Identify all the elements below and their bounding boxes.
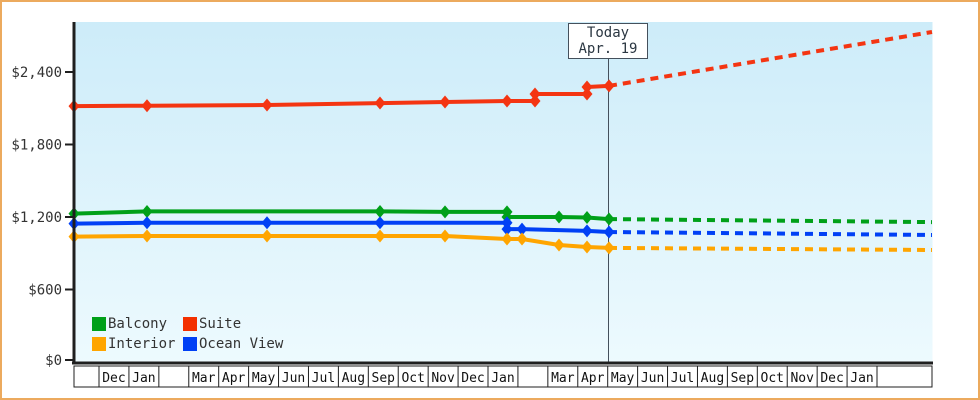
month-label: Dec <box>461 371 484 386</box>
balcony-data-point-marker <box>439 205 451 219</box>
legend: Balcony Suite Interior Ocean View <box>92 314 283 354</box>
interior-projection-line <box>608 245 933 252</box>
month-label: Aug <box>342 371 365 386</box>
suite-color-swatch-icon <box>183 317 197 331</box>
legend-label: Interior <box>108 336 176 352</box>
legend-item-balcony: Balcony <box>92 314 183 334</box>
y-axis-tick-label: $2,400 <box>11 65 62 81</box>
suite-data-point-marker <box>501 94 513 108</box>
month-label: Apr <box>222 371 246 386</box>
balcony-data-point-marker <box>581 210 593 224</box>
ocean-view-data-point-marker <box>516 222 528 236</box>
month-label: Sep <box>731 371 755 386</box>
interior-data-point-marker <box>603 241 615 255</box>
legend-label: Suite <box>199 316 242 332</box>
month-label: Mar <box>551 371 575 386</box>
interior-data-point-marker <box>553 238 565 252</box>
suite-data-point-marker <box>529 87 541 101</box>
suite-data-point-marker <box>581 80 593 94</box>
month-label: Dec <box>820 371 843 386</box>
interior-data-point-marker <box>581 240 593 254</box>
ocean-view-color-swatch-icon <box>183 337 197 351</box>
month-label: Mar <box>192 371 216 386</box>
ocean-view-data-point-marker <box>501 222 513 236</box>
suite-data-point-marker <box>529 94 541 108</box>
legend-label: Ocean View <box>199 336 284 352</box>
legend-item-suite: Suite <box>183 314 283 334</box>
suite-data-point-marker <box>581 87 593 101</box>
today-label: Today <box>586 25 630 41</box>
interior-data-point-marker <box>261 229 273 243</box>
interior-data-point-marker <box>141 229 153 243</box>
suite-data-point-marker <box>439 95 451 109</box>
interior-data-point-marker <box>374 229 386 243</box>
ocean-view-projection-line <box>608 230 933 237</box>
month-label: Dec <box>102 371 125 386</box>
balcony-data-point-marker <box>374 204 386 218</box>
ocean-view-data-point-marker <box>603 225 615 239</box>
month-label: Jan <box>491 371 514 386</box>
interior-data-point-marker <box>516 232 528 246</box>
month-label: Jan <box>850 371 873 386</box>
today-marker-box: Today Apr. 19 <box>568 23 648 59</box>
y-axis-tick-label: $1,800 <box>11 138 62 154</box>
interior-price-line <box>73 234 610 250</box>
balcony-data-point-marker <box>603 212 615 226</box>
month-axis-row <box>73 365 933 388</box>
month-label: Sep <box>372 371 396 386</box>
month-label: Oct <box>761 371 784 386</box>
suite-data-point-marker <box>261 98 273 112</box>
plot-area <box>75 22 933 362</box>
suite-data-point-marker <box>141 99 153 113</box>
interior-color-swatch-icon <box>92 337 106 351</box>
interior-data-point-marker <box>501 232 513 246</box>
legend-item-interior: Interior <box>92 334 183 354</box>
month-label: Jun <box>282 371 305 386</box>
month-label: May <box>611 371 635 386</box>
ocean-view-data-point-marker <box>141 216 153 230</box>
balcony-data-point-marker <box>553 210 565 224</box>
legend-item-ocean-view: Ocean View <box>183 334 283 354</box>
today-date: Apr. 19 <box>578 41 638 57</box>
suite-data-point-marker <box>374 96 386 110</box>
month-label: Aug <box>701 371 724 386</box>
month-label: Apr <box>581 371 605 386</box>
balcony-projection-line <box>608 217 933 225</box>
month-label: Jun <box>641 371 664 386</box>
month-label: Nov <box>431 371 455 386</box>
month-label: May <box>252 371 276 386</box>
y-axis-tick-label: $1,200 <box>11 210 62 226</box>
interior-data-point-marker <box>439 229 451 243</box>
ocean-view-data-point-marker <box>374 216 386 230</box>
month-label: Nov <box>790 371 814 386</box>
legend-label: Balcony <box>108 316 168 332</box>
balcony-data-point-marker <box>141 204 153 218</box>
month-label: Oct <box>401 371 424 386</box>
y-axis-tick-label: $0 <box>45 353 62 369</box>
balcony-color-swatch-icon <box>92 317 106 331</box>
month-label: Jul <box>312 371 335 386</box>
suite-data-point-marker <box>603 79 615 93</box>
ocean-view-data-point-marker <box>261 216 273 230</box>
y-axis-tick-label: $600 <box>28 283 62 299</box>
ocean-view-data-point-marker <box>581 224 593 238</box>
month-label: Jan <box>132 371 155 386</box>
suite-projection-line <box>608 30 933 88</box>
month-label: Jul <box>671 371 694 386</box>
